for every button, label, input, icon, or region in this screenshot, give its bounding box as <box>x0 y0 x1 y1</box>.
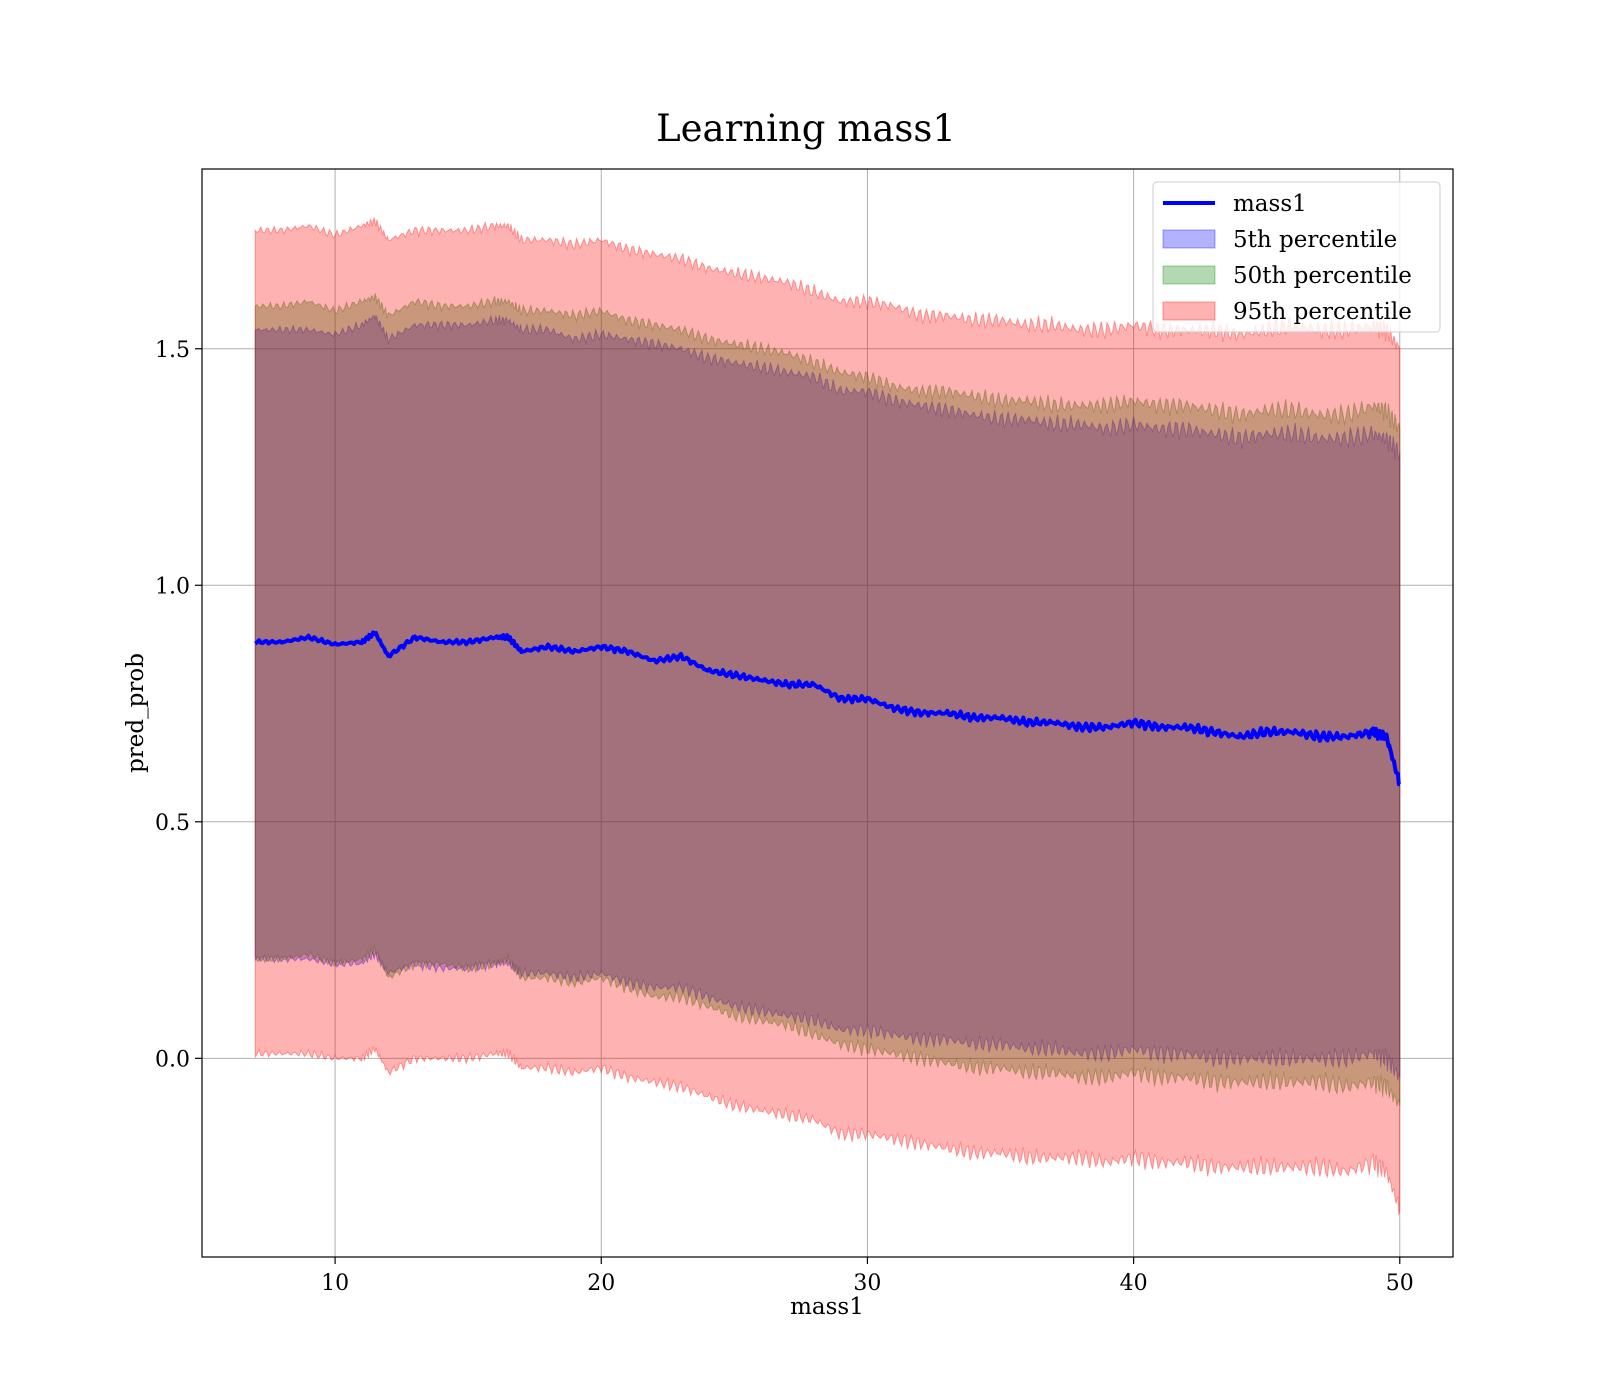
x-tick-label-0: 10 <box>321 1271 349 1296</box>
band-95th <box>254 215 1401 1216</box>
x-tick-label-4: 50 <box>1386 1271 1414 1296</box>
y-tick-label-0: 0.0 <box>155 1047 190 1072</box>
legend-label-3: 95th percentile <box>1233 299 1412 325</box>
y-axis-label: pred_prob <box>123 653 149 773</box>
band-50th <box>254 293 1401 1107</box>
plot-frame <box>201 168 1454 1258</box>
legend-swatch-3 <box>1162 301 1216 321</box>
y-tick-label-3: 1.5 <box>155 338 190 363</box>
legend-label-0: mass1 <box>1233 191 1307 217</box>
legend-swatch-2 <box>1162 265 1216 285</box>
band-5th <box>254 314 1401 1081</box>
series-line-mass1 <box>254 630 1401 787</box>
legend-label-1: 5th percentile <box>1233 227 1397 253</box>
y-axis-ticks: 0.0 0.5 1.0 1.5 <box>155 338 202 1072</box>
y-tick-label-2: 1.0 <box>155 574 190 599</box>
legend-swatch-1 <box>1162 229 1216 249</box>
legend-box <box>1152 181 1441 333</box>
grid-lines <box>202 169 1453 1257</box>
x-axis-ticks: 10 20 30 40 50 <box>321 1257 1414 1296</box>
x-tick-label-2: 30 <box>853 1271 881 1296</box>
chart-title: Learning mass1 <box>656 107 956 150</box>
x-tick-label-3: 40 <box>1120 1271 1148 1296</box>
legend-label-2: 50th percentile <box>1233 263 1412 289</box>
legend: mass1 5th percentile 50th percentile 95th p… <box>1152 181 1441 333</box>
y-tick-label-1: 0.5 <box>155 811 190 836</box>
x-tick-label-1: 20 <box>587 1271 615 1296</box>
x-axis-label: mass1 <box>790 1294 864 1320</box>
series-lines <box>254 630 1401 787</box>
percentile-bands <box>254 215 1401 1216</box>
